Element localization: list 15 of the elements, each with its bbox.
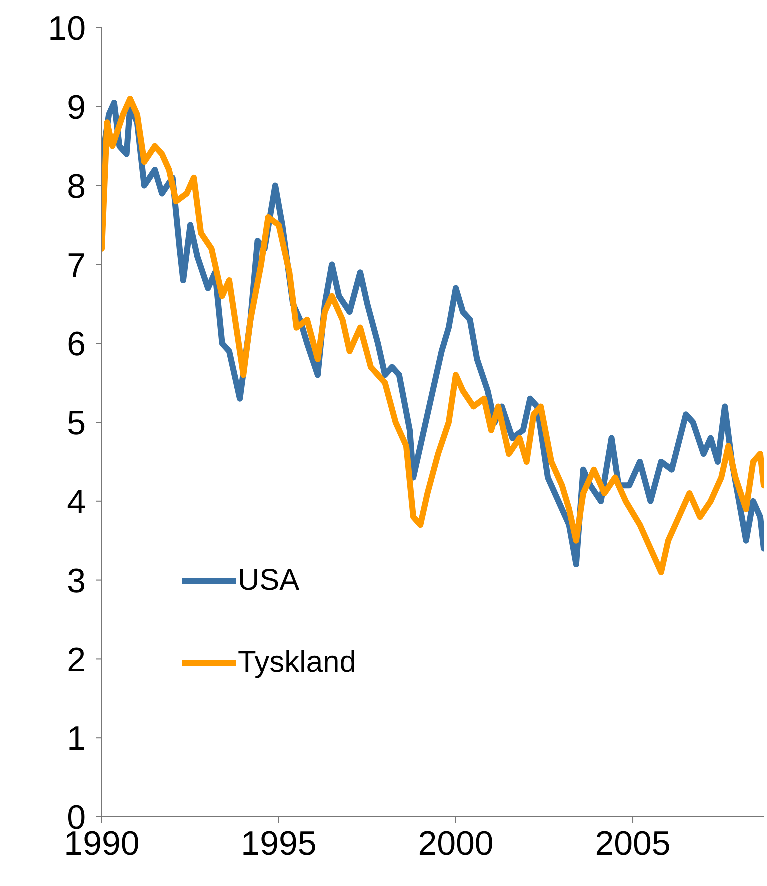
y-tick-label: 8 <box>67 168 86 206</box>
y-tick-label: 5 <box>67 404 86 443</box>
y-tick-label: 10 <box>48 10 86 48</box>
x-tick-label: 2005 <box>595 825 671 864</box>
x-tick-label: 2000 <box>418 825 494 864</box>
y-tick-label: 1 <box>67 720 86 758</box>
legend-label: Tyskland <box>238 646 356 680</box>
y-tick-label: 2 <box>67 641 86 680</box>
y-tick-label: 4 <box>67 483 86 522</box>
y-tick-label: 9 <box>67 88 86 127</box>
y-tick-label: 6 <box>67 326 86 364</box>
x-tick-label: 1995 <box>241 825 317 864</box>
y-tick-label: 3 <box>67 562 86 600</box>
y-tick-label: 7 <box>67 246 86 285</box>
legend-label: USA <box>238 564 300 598</box>
